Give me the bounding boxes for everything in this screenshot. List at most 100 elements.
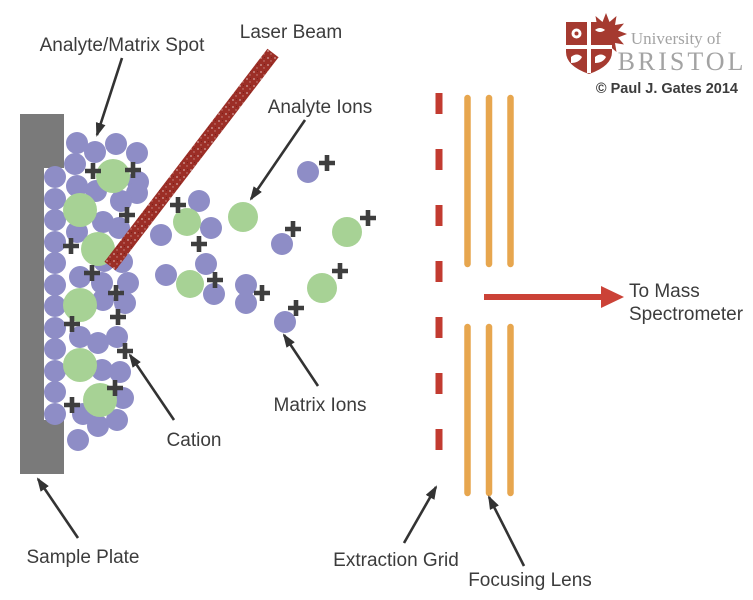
analyte-ion-circle (63, 348, 97, 382)
matrix-ion-circle (235, 292, 257, 314)
cation-plus-symbol (110, 309, 126, 325)
matrix-ion-circle (44, 166, 66, 188)
matrix-ion-circle (44, 188, 66, 210)
analyte-ions-arrow (249, 119, 307, 201)
analyte-ion-circle (228, 202, 258, 232)
matrix-ion-circle (155, 264, 177, 286)
cation-plus-symbol (108, 285, 124, 301)
analyte-ion-circles (63, 159, 362, 417)
analyte-ion-circle (96, 159, 130, 193)
laser-beam-texture (104, 48, 279, 271)
cation-plus-symbol (63, 238, 79, 254)
matrix-ion-circle (117, 272, 139, 294)
analyte-ion-circle (173, 208, 201, 236)
bristol-text: BRISTOL (618, 47, 747, 76)
cation-plus-symbol (288, 300, 304, 316)
matrix-ion-circle (44, 295, 66, 317)
annotation-arrows (36, 57, 526, 567)
cation-plus-symbol (117, 343, 133, 359)
cation-arrow (128, 353, 176, 421)
matrix-ion-circle (297, 161, 319, 183)
copyright-text: © Paul J. Gates 2014 (596, 81, 738, 97)
matrix-ion-circle (87, 415, 109, 437)
matrix-ion-circle (67, 429, 89, 451)
matrix-ion-circle (66, 175, 88, 197)
matrix-ion-circle (112, 387, 134, 409)
cation-plus-symbol (332, 263, 348, 279)
extraction-grid-arrow (402, 485, 438, 544)
matrix-ion-circle (44, 338, 66, 360)
cation-symbols (63, 155, 376, 413)
matrix-ions-arrow (282, 333, 320, 387)
analyte-ions-label: Analyte Ions (268, 97, 373, 118)
cation-plus-symbol (191, 236, 207, 252)
matrix-ion-circle (105, 133, 127, 155)
cation-plus-symbol (64, 316, 80, 332)
cation-plus-symbol (84, 265, 100, 281)
matrix-ion-circle (110, 190, 132, 212)
matrix-ion-circle (188, 190, 210, 212)
matrix-ion-circle (106, 326, 128, 348)
analyte-ion-circle (332, 217, 362, 247)
matrix-ion-circle (200, 217, 222, 239)
matrix-ion-circle (44, 360, 66, 382)
cation-plus-symbol (285, 221, 301, 237)
to-mass-spectrometer-label-line2: Spectrometer (629, 304, 744, 325)
cation-plus-symbol (254, 285, 270, 301)
matrix-ion-circle (114, 292, 136, 314)
sample-plate-label: Sample Plate (26, 547, 139, 568)
matrix-ion-circle (44, 231, 66, 253)
matrix-ion-circle (195, 253, 217, 275)
matrix-ion-circle (69, 326, 91, 348)
matrix-ion-circle (84, 141, 106, 163)
cation-plus-symbol (170, 197, 186, 213)
matrix-ion-circle (44, 317, 66, 339)
analyte-ion-circle (81, 232, 115, 266)
cation-plus-symbol (64, 397, 80, 413)
analyte-ion-circle (176, 270, 204, 298)
mass-spec-arrow-head (601, 286, 624, 308)
matrix-ion-circle (44, 381, 66, 403)
sample-plate-rect (44, 114, 64, 168)
analyte-ion-circle (63, 288, 97, 322)
matrix-ion-circle (108, 217, 130, 239)
matrix-ion-circle (44, 274, 66, 296)
sample-plate-rect (44, 420, 64, 474)
matrix-ion-circle (87, 332, 109, 354)
laser-beam (104, 48, 279, 271)
cation-plus-symbol (360, 210, 376, 226)
matrix-ion-circle (106, 409, 128, 431)
university-of-text: University of (631, 29, 722, 48)
cation-plus-symbol (125, 162, 141, 178)
matrix-ion-circle (64, 153, 86, 175)
matrix-ion-circle (203, 283, 225, 305)
sample-plate-rect (20, 114, 44, 474)
matrix-ion-circle (126, 142, 148, 164)
matrix-ion-circle (150, 224, 172, 246)
sample-plate-arrow (36, 477, 80, 539)
matrix-ion-circles (44, 132, 319, 451)
analyte-ion-circle (83, 383, 117, 417)
matrix-ion-circle (66, 132, 88, 154)
matrix-ion-circle (44, 403, 66, 425)
matrix-ion-circle (44, 209, 66, 231)
laser-beam-label: Laser Beam (240, 22, 342, 43)
matrix-ion-circle (69, 266, 91, 288)
analyte-ion-circle (63, 193, 97, 227)
bristol-crest-icon (566, 13, 627, 74)
cation-plus-symbol (319, 155, 335, 171)
cation-label: Cation (167, 430, 222, 451)
matrix-ion-circle (91, 272, 113, 294)
cation-plus-symbol (119, 207, 135, 223)
university-of-bristol-logo: University of BRISTOL © Paul J. Gates 20… (566, 13, 747, 97)
analyte-ion-circle (307, 273, 337, 303)
mass-spectrometer-arrow (484, 286, 624, 308)
cation-plus-symbol (207, 272, 223, 288)
extraction-grid-label: Extraction Grid (333, 550, 459, 571)
focusing-lens (464, 94, 514, 497)
matrix-ions-label: Matrix Ions (274, 395, 367, 416)
matrix-ion-circle (271, 233, 293, 255)
focusing-lens-label: Focusing Lens (468, 570, 592, 591)
matrix-ion-circle (274, 311, 296, 333)
spot-arrow (95, 57, 124, 137)
